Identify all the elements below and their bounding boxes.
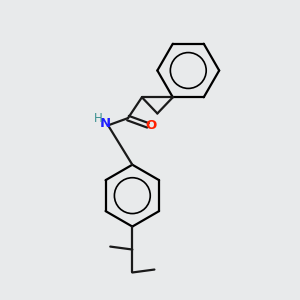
Text: O: O bbox=[146, 119, 157, 132]
Text: N: N bbox=[100, 117, 111, 130]
Text: H: H bbox=[93, 112, 102, 125]
